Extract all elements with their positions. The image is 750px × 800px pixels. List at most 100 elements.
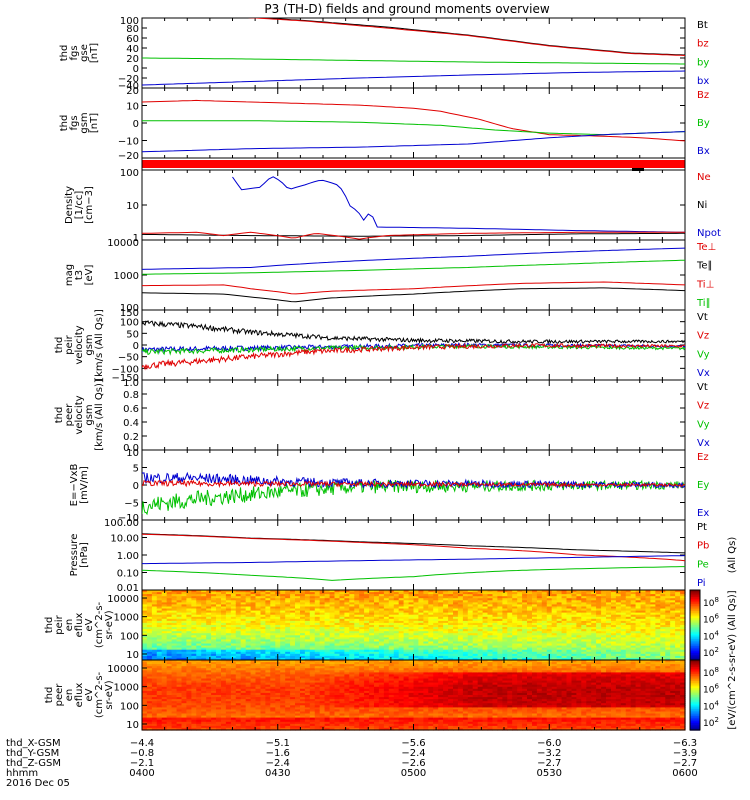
- spectrogram-cell: [206, 600, 212, 603]
- spectrogram-cell: [443, 594, 449, 597]
- spectrogram-cell: [635, 643, 642, 647]
- spectrogram-cell: [334, 614, 340, 618]
- spectrogram-cell: [151, 641, 158, 645]
- spectrogram-cell: [304, 604, 311, 608]
- spectrogram-cell: [359, 633, 365, 636]
- spectrogram-cell: [591, 625, 597, 628]
- spectrogram-cell: [601, 641, 607, 645]
- spectrogram-cell: [433, 633, 439, 636]
- spectrogram-cell: [403, 590, 410, 593]
- spectrogram-cell: [383, 606, 390, 610]
- spectrogram-cell: [596, 627, 602, 630]
- spectrogram-cell: [166, 657, 173, 661]
- spectrogram-cell: [408, 635, 415, 638]
- spectrogram-cell: [151, 707, 158, 711]
- spectrogram-cell: [408, 649, 415, 653]
- spectrogram-cell: [314, 608, 321, 612]
- spectrogram-cell: [156, 695, 163, 698]
- spectrogram-cell: [482, 635, 489, 638]
- spectrogram-cell: [408, 596, 415, 599]
- spectrogram-cell: [467, 620, 474, 624]
- spectrogram-cell: [206, 604, 212, 608]
- colorbar-cell: [690, 621, 700, 624]
- spectrogram-cell: [620, 653, 627, 657]
- spectrogram-cell: [512, 606, 518, 610]
- spectrogram-cell: [393, 629, 400, 632]
- spectrogram-cell: [156, 627, 163, 630]
- spectrogram-cell: [206, 670, 212, 673]
- spectrogram-cell: [156, 680, 163, 684]
- spectrogram-cell: [680, 610, 686, 614]
- spectrogram-cell: [527, 649, 533, 653]
- spectrogram-cell: [443, 616, 449, 620]
- spectrogram-cell: [507, 592, 513, 595]
- spectrogram-cell: [457, 633, 464, 636]
- spectrogram-cell: [680, 616, 686, 620]
- spectrogram-cell: [507, 608, 513, 612]
- y-axis-label: eflux: [74, 613, 85, 638]
- spectrogram-cell: [354, 596, 360, 599]
- spectrogram-cell: [536, 612, 543, 616]
- spectrogram-cell: [611, 620, 617, 624]
- spectrogram-cell: [240, 618, 247, 622]
- spectrogram-cell: [344, 606, 350, 610]
- spectrogram-cell: [255, 622, 261, 626]
- spectrogram-cell: [142, 684, 148, 688]
- spectrogram-cell: [413, 616, 419, 620]
- spectrogram-cell: [339, 618, 345, 622]
- spectrogram-cell: [344, 594, 350, 597]
- spectrogram-cell: [502, 608, 508, 612]
- spectrogram-cell: [151, 670, 158, 673]
- spectrogram-cell: [675, 627, 681, 630]
- spectrogram-cell: [546, 622, 553, 626]
- spectrogram-cell: [206, 592, 212, 595]
- spectrogram-cell: [181, 645, 187, 649]
- spectrogram-cell: [640, 649, 647, 653]
- spectrogram-cell: [142, 674, 148, 678]
- spectrogram-cell: [453, 610, 459, 614]
- spectrogram-cell: [438, 655, 444, 659]
- spectrogram-cell: [635, 639, 642, 643]
- spectrogram-cell: [319, 614, 326, 618]
- spectrogram-cell: [240, 625, 247, 628]
- spectrogram-cell: [201, 639, 207, 643]
- spectrogram-cell: [324, 653, 331, 657]
- spectrogram-cell: [536, 641, 543, 645]
- spectrogram-cell: [566, 616, 572, 620]
- spectrogram-cell: [492, 596, 498, 599]
- spectrogram-cell: [591, 655, 597, 659]
- series-line-blue: [232, 176, 685, 233]
- spectrogram-cell: [235, 643, 242, 647]
- spectrogram-cell: [606, 610, 612, 614]
- spectrogram-cell: [161, 699, 168, 702]
- spectrogram-cell: [625, 651, 632, 655]
- spectrogram-cell: [142, 703, 148, 706]
- spectrogram-cell: [151, 674, 158, 678]
- spectrogram-cell: [240, 643, 247, 647]
- spectrogram-cell: [166, 604, 173, 608]
- spectrogram-cell: [492, 633, 498, 636]
- spectrogram-cell: [146, 684, 153, 688]
- spectrogram-cell: [388, 610, 395, 614]
- spectrogram-cell: [166, 666, 173, 669]
- spectrogram-cell: [285, 594, 291, 597]
- spectrogram-cell: [443, 620, 449, 624]
- colorbar-cell: [690, 591, 700, 595]
- series-line-red: [142, 281, 685, 295]
- spectrogram-cell: [615, 639, 622, 643]
- spectrogram-cell: [497, 616, 503, 620]
- spectrogram-cell: [186, 625, 192, 628]
- spectrogram-cell: [571, 649, 577, 653]
- spectrogram-cell: [378, 604, 385, 608]
- spectrogram-cell: [453, 598, 459, 601]
- legend-entry: Ne: [697, 172, 711, 183]
- spectrogram-cell: [487, 614, 493, 618]
- spectrogram-cell: [398, 641, 405, 645]
- spectrogram-cell: [196, 616, 202, 620]
- spectrogram-cell: [383, 629, 390, 632]
- spectrogram-cell: [314, 604, 321, 608]
- spectrogram-cell: [541, 645, 548, 649]
- spectrogram-cell: [319, 629, 326, 632]
- spectrogram-cell: [171, 686, 178, 690]
- spectrogram-cell: [191, 699, 197, 702]
